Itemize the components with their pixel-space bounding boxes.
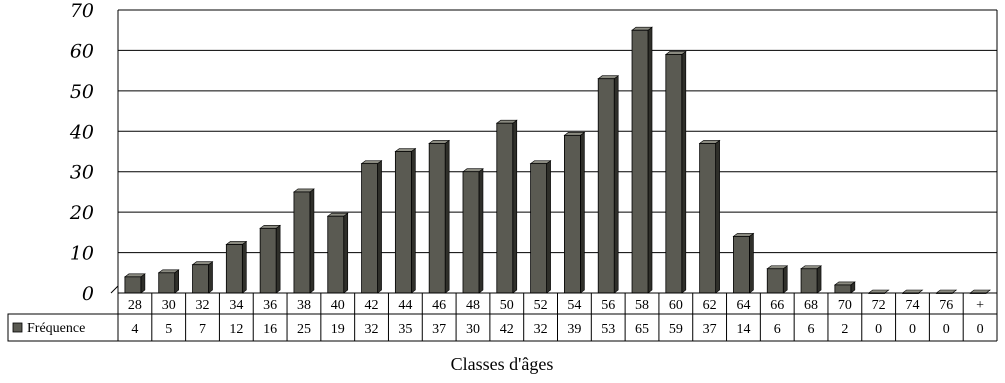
category-label: 50 <box>500 298 514 313</box>
bar <box>191 261 214 294</box>
value-label: 35 <box>398 322 412 337</box>
bar <box>766 265 789 294</box>
category-label: 74 <box>905 298 919 313</box>
bar <box>259 224 282 294</box>
category-label: 66 <box>770 298 784 313</box>
value-label: 0 <box>977 322 984 337</box>
bar <box>428 139 451 294</box>
value-label: 6 <box>808 322 815 337</box>
bar <box>732 232 755 294</box>
value-label: 19 <box>331 322 345 337</box>
category-label: 38 <box>297 298 311 313</box>
category-label: + <box>976 298 984 313</box>
value-label: 0 <box>875 322 882 337</box>
category-label: 46 <box>432 298 446 313</box>
category-label: 68 <box>804 298 818 313</box>
category-label: 40 <box>331 298 345 313</box>
bar <box>394 147 417 294</box>
bars <box>124 26 991 294</box>
bar <box>529 160 552 294</box>
category-label: 52 <box>534 298 548 313</box>
category-label: 70 <box>838 298 852 313</box>
y-tick-label: 70 <box>70 0 94 22</box>
value-label: 39 <box>567 322 581 337</box>
category-label: 42 <box>365 298 379 313</box>
category-label: 30 <box>162 298 176 313</box>
y-tick-label: 40 <box>69 121 94 143</box>
y-tick-label: 30 <box>70 162 94 184</box>
value-label: 32 <box>534 322 548 337</box>
value-label: 12 <box>229 322 243 337</box>
bar <box>293 188 315 294</box>
value-label: 0 <box>909 322 916 337</box>
value-label: 37 <box>703 322 717 337</box>
value-label: 16 <box>263 322 277 337</box>
x-axis-label: Classes d'âges <box>451 354 554 374</box>
bar <box>597 75 620 294</box>
bar <box>563 131 586 294</box>
legend-label: Fréquence <box>27 321 85 336</box>
value-label: 53 <box>601 322 615 337</box>
value-label: 6 <box>774 322 781 337</box>
y-tick-label: 50 <box>70 81 94 103</box>
bar <box>664 50 687 294</box>
y-tick-label: 60 <box>70 40 94 62</box>
bar <box>833 281 856 294</box>
category-label: 60 <box>669 298 683 313</box>
category-label: 76 <box>939 298 953 313</box>
value-label: 37 <box>432 322 446 337</box>
legend-swatch <box>12 322 23 333</box>
category-label: 34 <box>229 298 243 313</box>
category-label: 58 <box>635 298 649 313</box>
y-axis-ticks: 0 10 20 30 40 50 60 70 <box>69 0 94 305</box>
value-label: 0 <box>943 322 950 337</box>
category-label: 62 <box>703 298 717 313</box>
data-table: Fréquence 284305327341236163825401942324… <box>7 292 998 342</box>
value-label: 59 <box>669 322 683 337</box>
category-label: 54 <box>567 298 581 313</box>
y-tick-label: 10 <box>70 243 94 265</box>
y-tick-label: 0 <box>82 283 94 305</box>
bar <box>462 168 484 294</box>
floor-edge <box>110 285 119 294</box>
value-label: 14 <box>736 322 750 337</box>
value-label: 7 <box>199 322 206 337</box>
category-label: 28 <box>128 298 142 313</box>
category-label: 36 <box>263 298 277 313</box>
bar <box>800 265 822 294</box>
value-label: 42 <box>500 322 514 337</box>
bar <box>495 119 518 294</box>
bar <box>326 212 349 294</box>
y-tick-label: 20 <box>69 202 94 224</box>
value-label: 5 <box>165 322 172 337</box>
value-label: 32 <box>365 322 379 337</box>
value-label: 65 <box>635 322 649 337</box>
value-label: 2 <box>841 322 848 337</box>
category-label: 56 <box>601 298 615 313</box>
value-label: 4 <box>131 322 138 337</box>
category-label: 44 <box>398 298 412 313</box>
grid-lines <box>110 9 998 294</box>
category-label: 64 <box>736 298 750 313</box>
category-label: 32 <box>196 298 210 313</box>
bar <box>360 160 383 294</box>
bar <box>124 273 146 294</box>
bar <box>225 240 248 294</box>
value-label: 30 <box>466 322 480 337</box>
category-label: 72 <box>872 298 886 313</box>
bar <box>631 26 653 294</box>
bar <box>157 269 180 294</box>
category-label: 48 <box>466 298 480 313</box>
value-label: 25 <box>297 322 311 337</box>
bar <box>698 139 721 294</box>
